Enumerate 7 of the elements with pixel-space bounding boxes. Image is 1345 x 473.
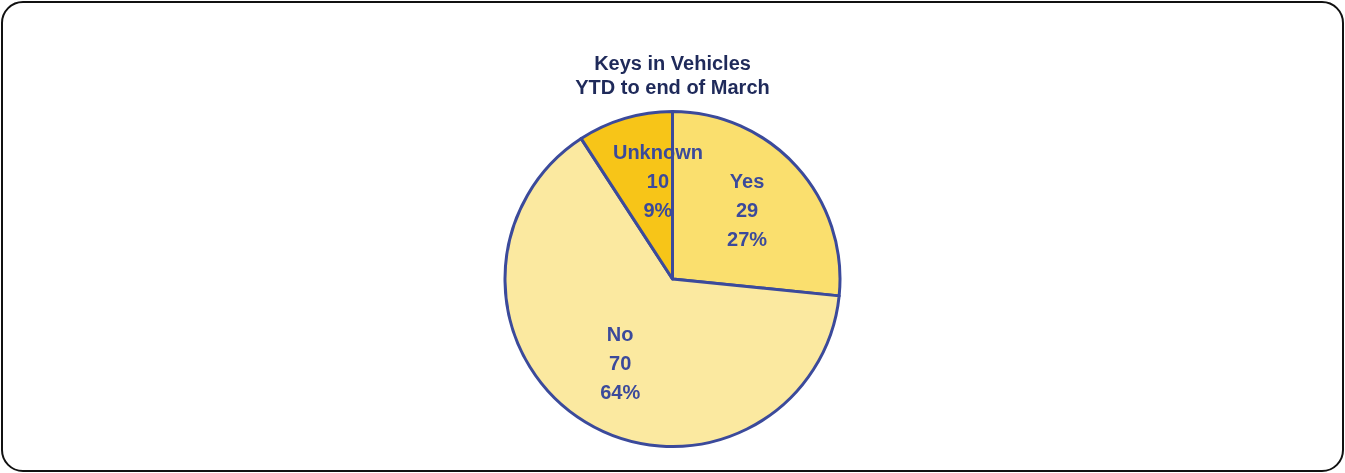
slice-label: No [606,323,634,346]
data-label: 10 9% [643,170,673,222]
chart-subtitle: YTD to end of March [575,75,770,98]
data-label: 70 64% [600,352,641,404]
chart-title: Keys in Vehicles [594,51,751,74]
slice-label: Yes [729,170,765,193]
data-label: 29 27% [727,199,768,251]
